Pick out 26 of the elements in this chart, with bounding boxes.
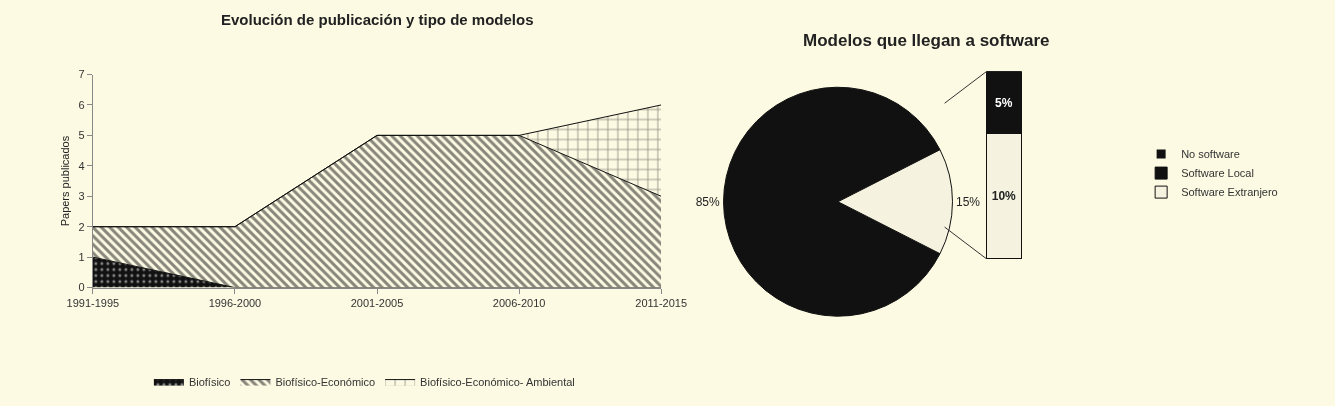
data-label: 5% bbox=[995, 95, 1013, 110]
y-tick-label: 2 bbox=[78, 220, 85, 233]
y-tick-label: 5 bbox=[78, 129, 85, 142]
legend-label: Software Local bbox=[1181, 167, 1254, 180]
x-tick-label: 2001-2005 bbox=[350, 296, 404, 309]
y-tick-label: 0 bbox=[78, 281, 85, 294]
y-tick-label: 1 bbox=[78, 250, 85, 263]
legend-label: Software Extranjero bbox=[1181, 186, 1278, 199]
x-tick-label: 1991-1995 bbox=[66, 296, 120, 309]
x-tick-label: 1996-2000 bbox=[208, 296, 262, 309]
legend-label: Biofísico-Económico- Ambiental bbox=[420, 375, 575, 388]
y-tick-label: 7 bbox=[78, 68, 85, 81]
data-label: 15% bbox=[955, 194, 981, 209]
legend-label: Biofísico-Económico bbox=[275, 375, 376, 388]
data-label: 10% bbox=[991, 189, 1017, 204]
chart-title: Modelos que llegan a software bbox=[803, 31, 1050, 50]
legend-label: No software bbox=[1181, 148, 1240, 161]
data-label: 85% bbox=[695, 194, 721, 209]
chart-title: Evolución de publicación y tipo de modelos bbox=[221, 11, 534, 28]
x-tick-label: 2006-2010 bbox=[492, 296, 546, 309]
y-tick-label: 4 bbox=[78, 159, 85, 172]
x-tick-label: 2011-2015 bbox=[635, 296, 688, 309]
y-axis-title: Papers publicados bbox=[59, 135, 72, 227]
y-tick-label: 3 bbox=[78, 190, 85, 203]
y-tick-label: 6 bbox=[78, 98, 85, 111]
legend-label: Biofísico bbox=[188, 375, 231, 388]
